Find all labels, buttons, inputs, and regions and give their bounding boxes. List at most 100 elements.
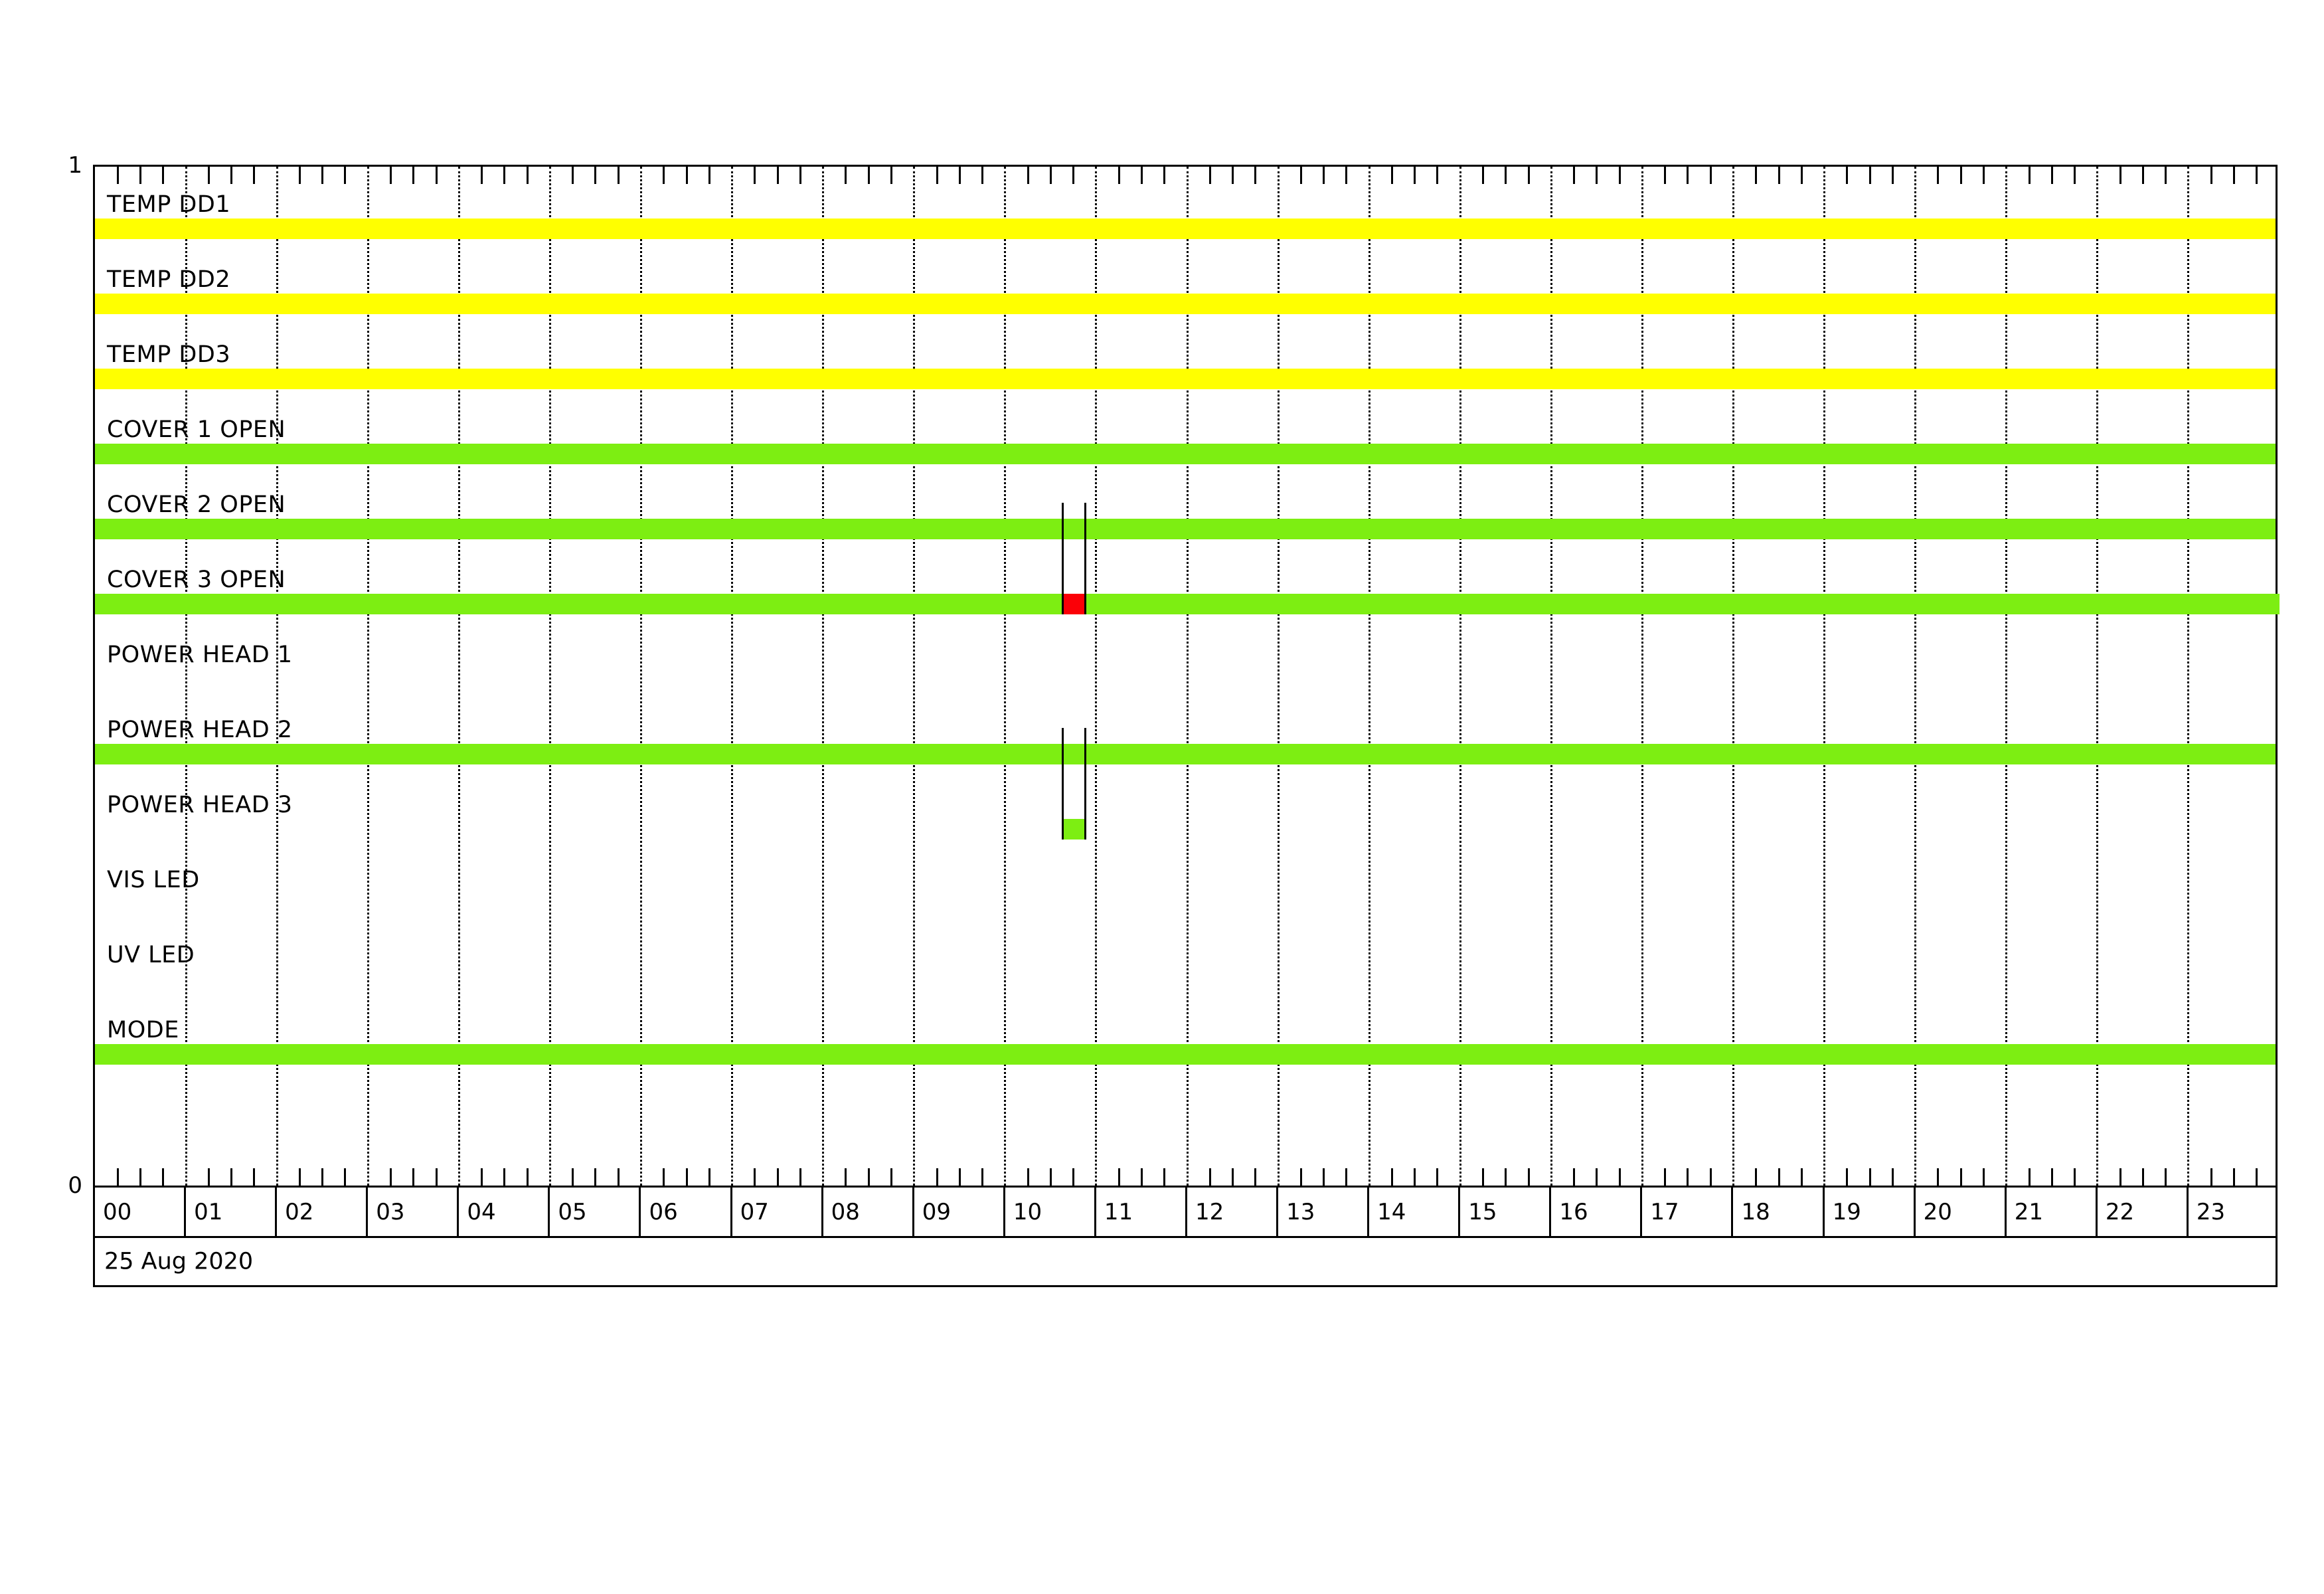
hour-label: 21: [2014, 1198, 2044, 1225]
gridline-hour-04: [457, 167, 460, 1186]
tick-top-3-2: [412, 167, 415, 184]
channel-label-cover-1-open: COVER 1 OPEN: [107, 416, 286, 443]
channel-row: TEMP DD2: [95, 239, 2276, 314]
hour-cell-02: 02: [277, 1188, 369, 1236]
channel-row: VIS LED: [95, 840, 2276, 915]
status-bar: [95, 594, 1063, 614]
tick-bot-12-1: [1208, 1168, 1211, 1186]
tick-top-18-1: [1755, 167, 1758, 184]
tick-bot-7-3: [799, 1168, 801, 1186]
gridline-hour-19: [1823, 167, 1826, 1186]
tick-top-23-2: [2232, 167, 2235, 184]
tick-bot-3-3: [435, 1168, 438, 1186]
tick-top-21-3: [2074, 167, 2076, 184]
tick-bot-13-3: [1345, 1168, 1348, 1186]
tick-bot-22-1: [2119, 1168, 2121, 1186]
tick-bot-5-2: [594, 1168, 597, 1186]
hour-cell-01: 01: [186, 1188, 278, 1236]
tick-top-4-1: [481, 167, 483, 184]
tick-top-14-1: [1390, 167, 1393, 184]
tick-bot-3-1: [390, 1168, 392, 1186]
gridline-hour-08: [822, 167, 825, 1186]
status-bar: [95, 294, 2276, 314]
tick-bot-19-3: [1891, 1168, 1894, 1186]
gridline-hour-07: [731, 167, 734, 1186]
tick-top-5-3: [617, 167, 620, 184]
status-bar: [95, 219, 2276, 239]
tick-top-13-2: [1323, 167, 1325, 184]
tick-top-20-3: [1982, 167, 1985, 184]
tick-top-17-3: [1709, 167, 1712, 184]
hour-label: 23: [2196, 1198, 2226, 1225]
tick-top-17-1: [1664, 167, 1667, 184]
gridline-hour-01: [185, 167, 187, 1186]
tick-top-23-3: [2256, 167, 2258, 184]
tick-bot-11-1: [1118, 1168, 1120, 1186]
channel-label-mode: MODE: [107, 1017, 179, 1043]
channel-row: TEMP DD1: [95, 164, 2276, 239]
tick-bot-11-2: [1140, 1168, 1143, 1186]
tick-bot-6-2: [685, 1168, 688, 1186]
hour-label: 05: [558, 1198, 587, 1225]
tick-bot-1-3: [253, 1168, 256, 1186]
hour-label: 04: [467, 1198, 496, 1225]
hour-cell-16: 16: [1551, 1188, 1643, 1236]
y-axis-max-label: 1: [68, 152, 82, 179]
tick-top-3-3: [435, 167, 438, 184]
channel-label-temp-dd1: TEMP DD1: [107, 191, 231, 218]
tick-bot-23-3: [2256, 1168, 2258, 1186]
tick-bot-3-2: [412, 1168, 415, 1186]
tick-top-16-1: [1573, 167, 1576, 184]
tick-top-22-1: [2119, 167, 2121, 184]
hour-cell-12: 12: [1187, 1188, 1279, 1236]
channel-label-vis-led: VIS LED: [107, 867, 200, 893]
tick-top-10-1: [1027, 167, 1029, 184]
hour-cell-18: 18: [1734, 1188, 1825, 1236]
tick-bot-2-2: [321, 1168, 324, 1186]
tick-bot-5-1: [572, 1168, 574, 1186]
tick-top-2-1: [298, 167, 301, 184]
tick-bot-15-3: [1527, 1168, 1530, 1186]
tick-bot-12-3: [1254, 1168, 1257, 1186]
tick-bot-1-1: [207, 1168, 210, 1186]
status-bar: [1085, 594, 2280, 614]
tick-top-9-2: [958, 167, 961, 184]
tick-bot-7-1: [754, 1168, 756, 1186]
hour-label: 03: [376, 1198, 405, 1225]
hour-label: 07: [740, 1198, 769, 1225]
gridline-hour-03: [367, 167, 369, 1186]
tick-top-22-2: [2141, 167, 2144, 184]
tick-bot-4-1: [481, 1168, 483, 1186]
tick-top-6-3: [708, 167, 710, 184]
tick-top-15-3: [1527, 167, 1530, 184]
tick-top-22-3: [2165, 167, 2167, 184]
tick-bot-22-2: [2141, 1168, 2144, 1186]
tick-top-18-2: [1778, 167, 1780, 184]
tick-bot-20-1: [1937, 1168, 1940, 1186]
status-bar: [95, 369, 2276, 389]
tick-top-12-3: [1254, 167, 1257, 184]
hour-cell-11: 11: [1096, 1188, 1187, 1236]
channel-row: TEMP DD3: [95, 314, 2276, 389]
hour-cell-19: 19: [1825, 1188, 1916, 1236]
gridline-hour-12: [1186, 167, 1189, 1186]
hour-label: 01: [194, 1198, 223, 1225]
tick-bot-14-2: [1414, 1168, 1416, 1186]
tick-bot-9-2: [958, 1168, 961, 1186]
channel-row: COVER 3 OPEN: [95, 503, 2280, 614]
tick-bot-22-3: [2165, 1168, 2167, 1186]
tick-top-7-3: [799, 167, 801, 184]
tick-bot-13-2: [1323, 1168, 1325, 1186]
tick-top-8-2: [867, 167, 870, 184]
tick-top-1-3: [253, 167, 256, 184]
tick-top-6-1: [663, 167, 665, 184]
channel-row: COVER 1 OPEN: [95, 389, 2276, 464]
tick-top-7-1: [754, 167, 756, 184]
tick-top-11-1: [1118, 167, 1120, 184]
hour-label: 20: [1923, 1198, 1952, 1225]
tick-top-8-1: [845, 167, 847, 184]
gridline-hour-22: [2096, 167, 2099, 1186]
hour-label: 12: [1195, 1198, 1224, 1225]
tick-bot-21-2: [2050, 1168, 2053, 1186]
